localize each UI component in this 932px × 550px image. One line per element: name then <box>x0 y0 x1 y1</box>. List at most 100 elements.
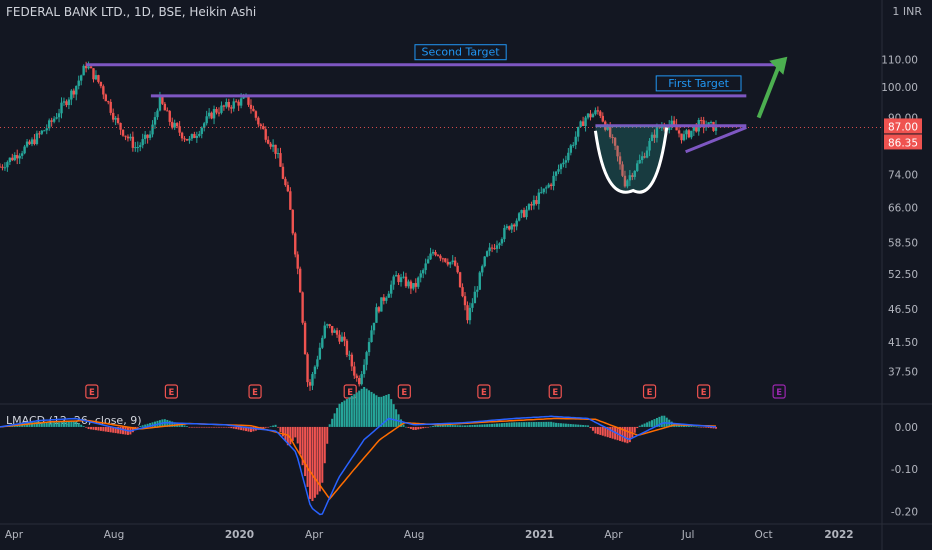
histogram-bar <box>296 426 299 444</box>
histogram-bar <box>503 422 506 427</box>
candle-body <box>313 366 317 375</box>
histogram-bar <box>178 423 181 427</box>
histogram-bar <box>99 426 102 431</box>
histogram-bar <box>392 404 395 427</box>
histogram-bar <box>530 422 533 427</box>
candle-body <box>340 336 344 342</box>
histogram-bar <box>136 426 139 428</box>
histogram-bar <box>48 422 51 427</box>
histogram-bar <box>252 426 255 432</box>
earnings-marker <box>548 384 562 399</box>
candle-body <box>161 95 164 104</box>
candle-body <box>601 115 604 122</box>
histogram-bar <box>82 426 85 427</box>
histogram-bar <box>670 421 673 427</box>
histogram-bar <box>604 426 607 437</box>
candle-body <box>107 101 110 103</box>
candle-body <box>16 155 19 159</box>
candle-body <box>426 259 430 264</box>
candle-body <box>146 134 149 138</box>
histogram-bar <box>678 424 681 427</box>
candle-body <box>613 137 617 146</box>
histogram-bar <box>249 426 252 433</box>
candle-body <box>227 101 231 108</box>
candle-body <box>589 113 592 118</box>
candle-body <box>695 126 698 132</box>
histogram-bar <box>395 409 398 427</box>
candle-body <box>424 263 427 271</box>
histogram-bar <box>60 422 63 427</box>
candle-body <box>461 287 464 297</box>
histogram-bar <box>94 426 97 431</box>
candle-body <box>572 144 575 146</box>
secondary-price-badge <box>884 134 922 150</box>
time-tick-label: Oct <box>754 529 772 541</box>
candle-body <box>200 127 203 134</box>
candle-body <box>183 138 186 140</box>
histogram-bar <box>594 426 597 434</box>
candle-body <box>87 66 90 69</box>
histogram-bar <box>380 396 383 427</box>
histogram-bar <box>591 426 594 431</box>
candle-body <box>166 110 169 112</box>
candle-body <box>237 101 240 106</box>
candle-body <box>436 254 440 256</box>
candle-body <box>513 224 516 227</box>
target-arrow-shaft <box>756 64 782 119</box>
candle-body <box>257 117 260 125</box>
candle-body <box>390 284 393 294</box>
indicator-tick-label: 0.00 <box>895 422 918 434</box>
histogram-bar <box>237 426 240 430</box>
histogram-bar <box>112 426 115 433</box>
candle-body <box>439 255 442 259</box>
histogram-bar <box>599 426 602 435</box>
candle-body <box>375 307 378 323</box>
candle-body <box>89 66 93 69</box>
histogram-bar <box>552 422 555 427</box>
histogram-bar <box>43 422 46 427</box>
histogram-bar <box>198 426 201 428</box>
candle-body <box>94 75 98 80</box>
histogram-bar <box>682 425 685 427</box>
candle-body <box>311 374 314 386</box>
candle-body <box>672 120 676 125</box>
candle-body <box>254 111 258 118</box>
histogram-bar <box>473 424 476 427</box>
earnings-marker <box>477 384 491 399</box>
histogram-bar <box>40 421 43 427</box>
candle-body <box>421 270 425 274</box>
histogram-bar <box>87 426 90 430</box>
candle-body <box>212 108 216 119</box>
histogram-bar <box>432 426 435 427</box>
candle-body <box>156 110 159 118</box>
candle-body <box>168 111 171 122</box>
candle-body <box>220 105 223 113</box>
candle-body <box>131 136 135 148</box>
candle-body <box>714 124 718 131</box>
histogram-bar <box>646 422 649 427</box>
histogram-bar <box>336 407 339 427</box>
histogram-bar <box>117 426 120 434</box>
histogram-bar <box>220 426 223 428</box>
histogram-bar <box>67 421 70 427</box>
histogram-bar <box>658 416 661 427</box>
histogram-bar <box>456 425 459 427</box>
earnings-marker-label: E <box>169 388 175 398</box>
histogram-bar <box>427 426 430 428</box>
macd-line <box>0 415 717 516</box>
candle-body <box>458 272 462 288</box>
candle-body <box>576 126 580 137</box>
histogram-bar <box>80 424 83 427</box>
candle-body <box>18 155 21 159</box>
histogram-bar <box>45 422 48 427</box>
histogram-bar <box>412 426 415 430</box>
histogram-bar <box>643 423 646 427</box>
histogram-bar <box>215 426 218 428</box>
candle-body <box>175 123 179 127</box>
candle-body <box>358 378 361 385</box>
candle-body <box>402 276 405 278</box>
histogram-bar <box>294 426 297 438</box>
histogram-bar <box>680 424 683 427</box>
target-label-box <box>414 44 507 61</box>
